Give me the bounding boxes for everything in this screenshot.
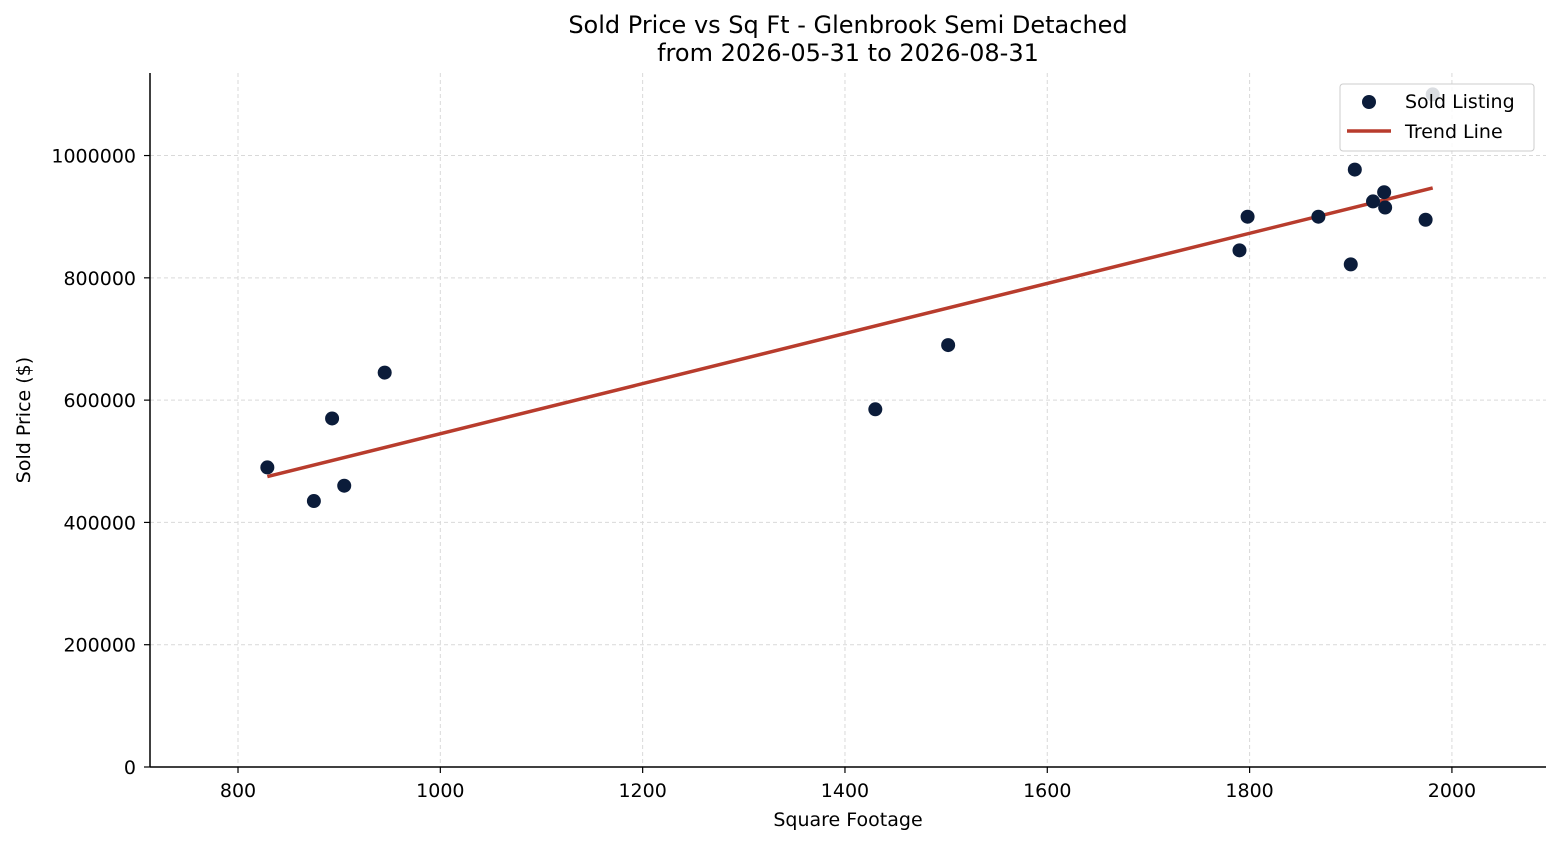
data-point (325, 411, 340, 426)
data-point (941, 338, 956, 353)
data-point (868, 402, 883, 417)
y-axis-label: Sold Price ($) (13, 357, 35, 483)
data-point (377, 365, 392, 380)
x-tick-label: 1400 (821, 780, 869, 802)
x-axis-ticks: 800 1000 1200 1400 1600 1800 2000 (220, 767, 1476, 802)
data-point (306, 494, 321, 509)
x-axis-label: Square Footage (773, 809, 922, 831)
legend-label-sold-listing: Sold Listing (1405, 91, 1515, 113)
chart-title: Sold Price vs Sq Ft - Glenbrook Semi Det… (568, 11, 1127, 39)
data-point (1366, 194, 1381, 209)
y-tick-label: 0 (124, 757, 136, 779)
axes (149, 73, 1546, 768)
trend-line-series (266, 186, 1434, 479)
data-point (1311, 209, 1326, 224)
x-tick-label: 1800 (1225, 780, 1273, 802)
trend-line (266, 186, 1434, 479)
chart-subtitle: from 2026-05-31 to 2026-08-31 (657, 39, 1039, 67)
data-point (260, 460, 275, 475)
data-point (1343, 257, 1358, 272)
x-tick-label: 1000 (416, 780, 464, 802)
data-point (1232, 243, 1247, 258)
x-tick-label: 800 (220, 780, 256, 802)
y-axis-ticks: 0 200000 400000 600000 800000 1000000 (51, 146, 150, 779)
y-tick-label: 400000 (63, 512, 136, 534)
data-point (1347, 162, 1362, 177)
data-point (337, 478, 352, 493)
legend: Sold Listing Trend Line (1339, 83, 1535, 152)
x-tick-label: 1600 (1023, 780, 1071, 802)
data-point (1377, 185, 1392, 200)
legend-box (1339, 83, 1535, 152)
data-point (1378, 200, 1393, 215)
y-tick-label: 1000000 (51, 146, 136, 168)
legend-marker-sold-listing (1362, 95, 1376, 109)
y-tick-label: 200000 (63, 635, 136, 657)
x-tick-label: 1200 (618, 780, 666, 802)
x-tick-label: 2000 (1428, 780, 1476, 802)
y-tick-label: 600000 (63, 390, 136, 412)
data-point (1418, 212, 1433, 227)
data-point (1240, 209, 1255, 224)
y-tick-label: 800000 (63, 268, 136, 290)
legend-label-trend-line: Trend Line (1404, 121, 1503, 143)
